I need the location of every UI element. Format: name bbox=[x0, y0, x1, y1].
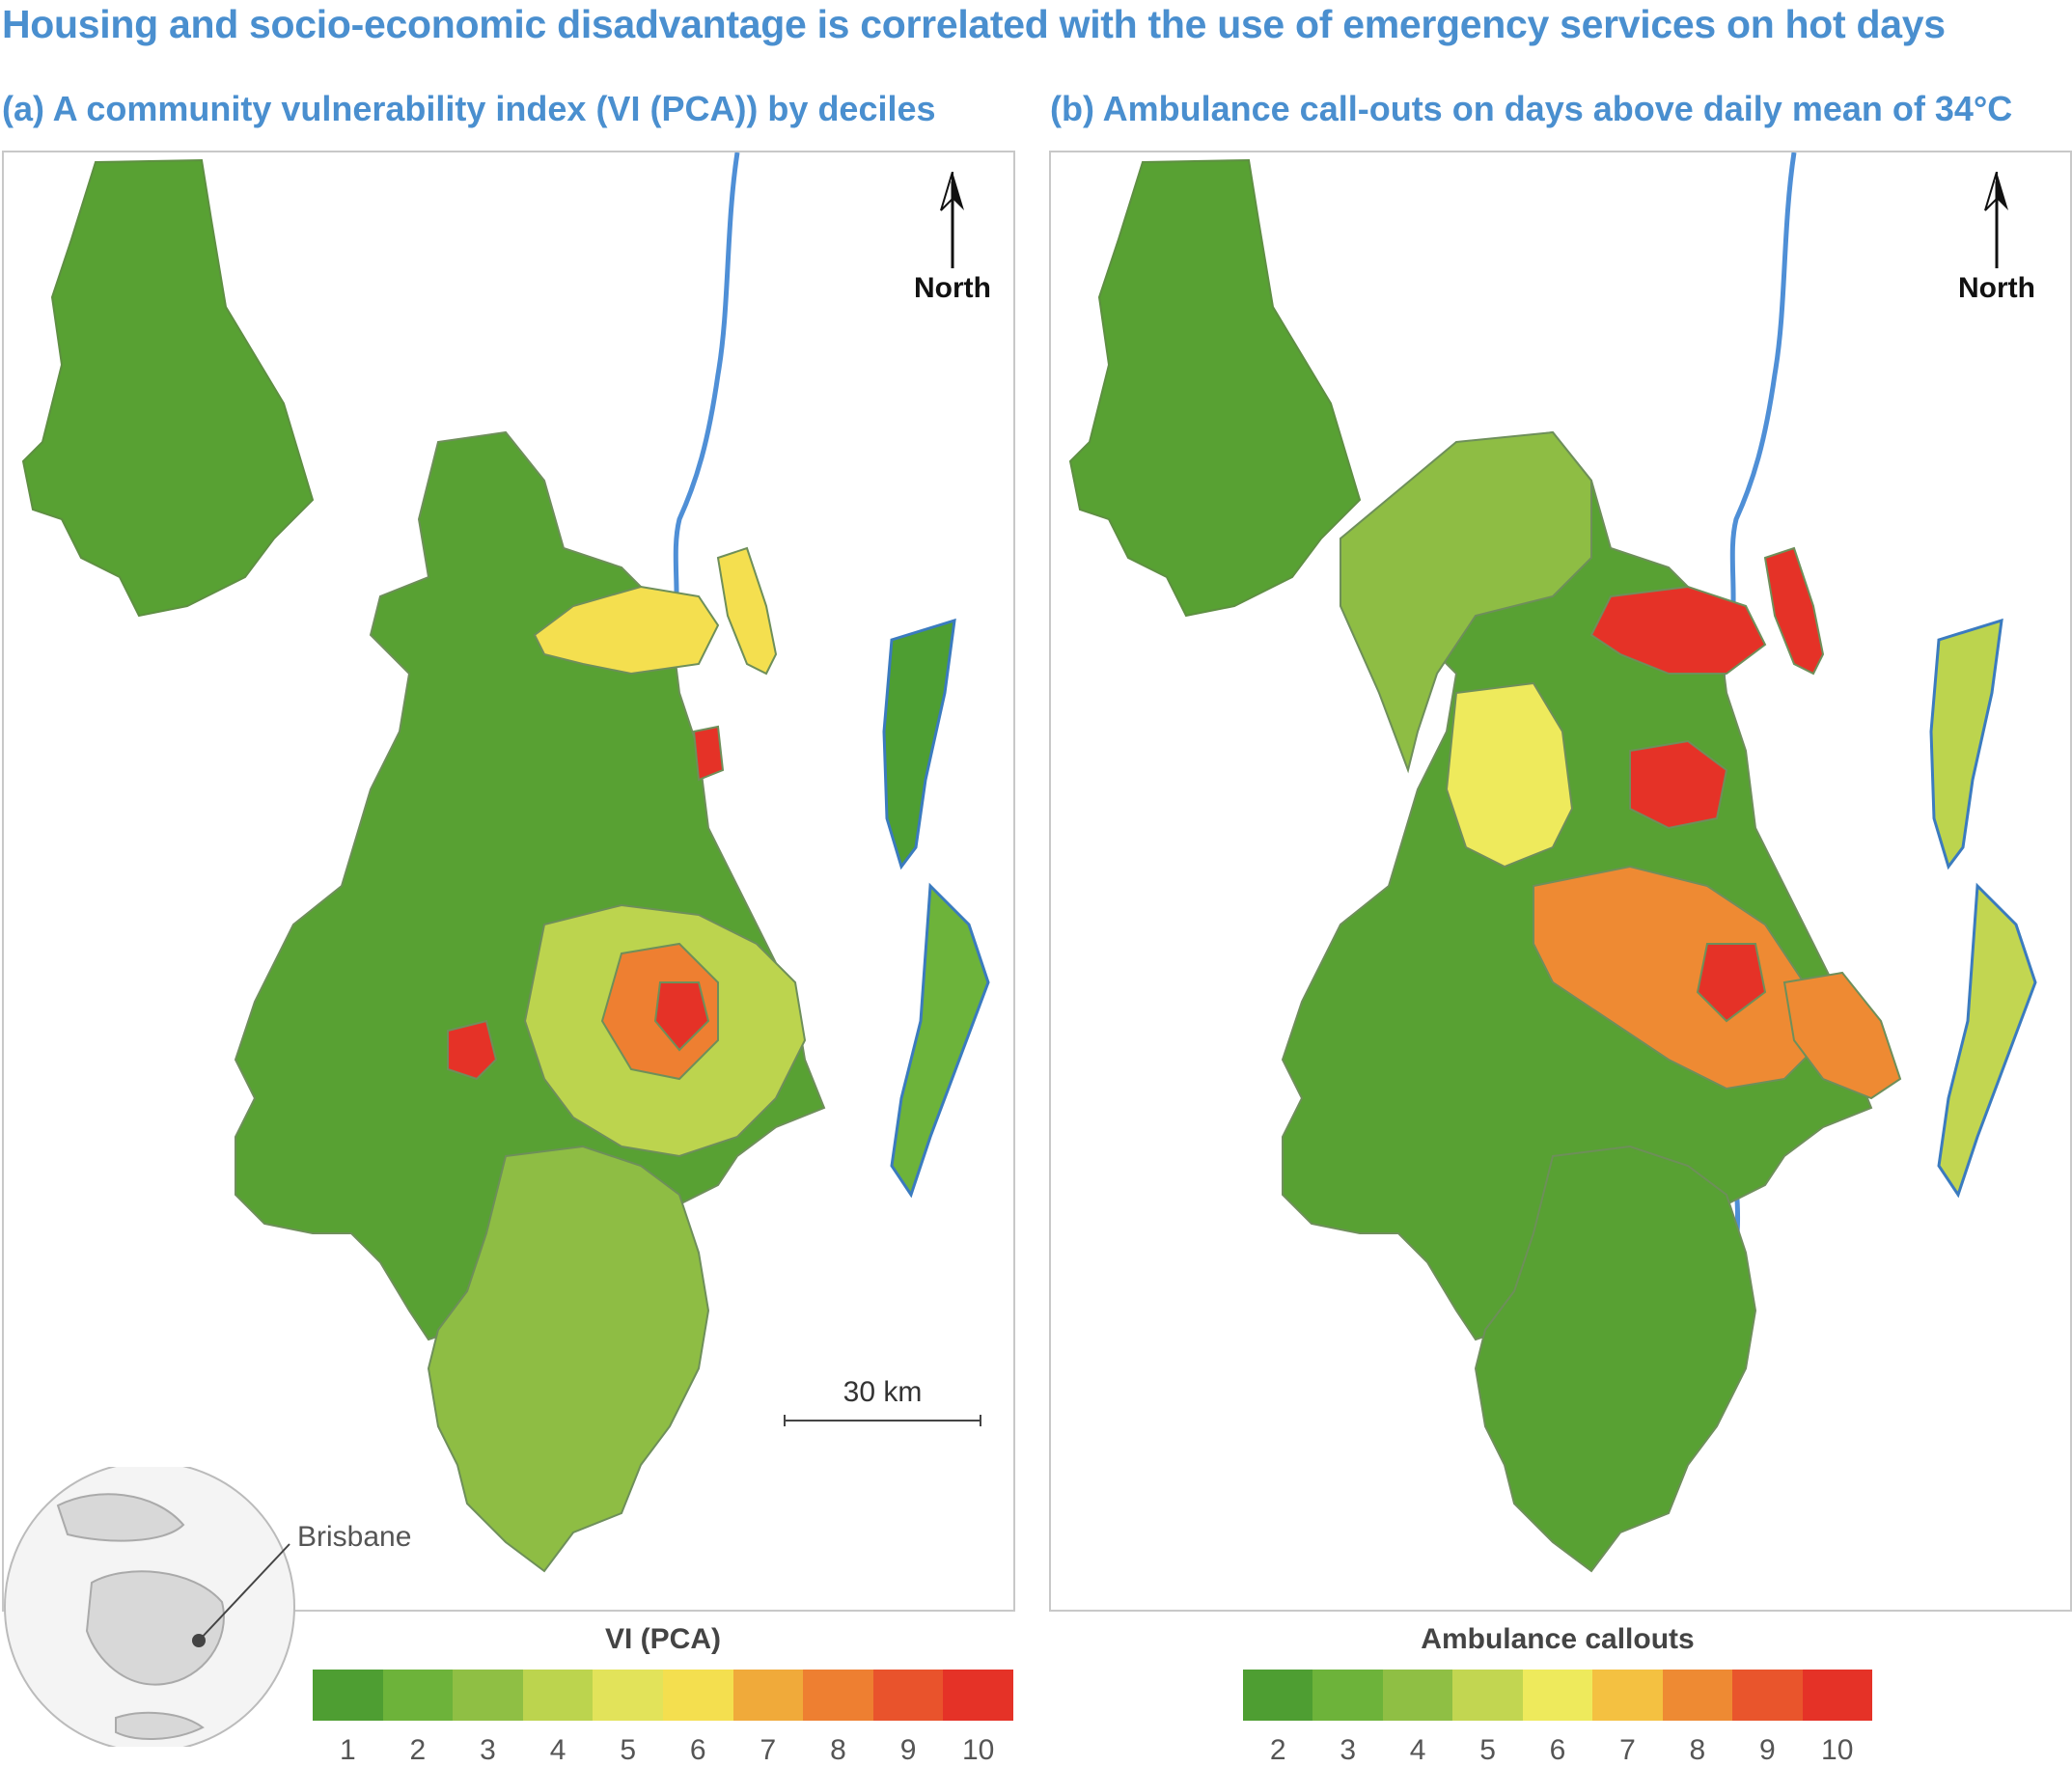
legend-vi-ticks: 1 2 3 4 5 6 7 8 9 10 bbox=[313, 1734, 1013, 1767]
legend-vi-tick-9: 9 bbox=[899, 1734, 917, 1766]
region-south bbox=[1474, 1145, 1757, 1573]
legend-vi-title: VI (PCA) bbox=[605, 1623, 721, 1655]
legend-ambulance-swatch-6 bbox=[1592, 1670, 1663, 1721]
scale-line bbox=[784, 1415, 981, 1426]
map-panel-a bbox=[2, 151, 1015, 1612]
legend-ambulance-tick-8: 9 bbox=[1758, 1734, 1776, 1766]
legend-vi-swatch-7 bbox=[732, 1670, 804, 1721]
legend-vi-swatch-8 bbox=[803, 1670, 873, 1721]
legend-vi-swatch-3 bbox=[453, 1670, 523, 1721]
region-mid-red bbox=[1629, 739, 1728, 830]
legend-ambulance-ticks: 2 3 4 5 6 7 8 9 10 bbox=[1243, 1734, 1872, 1767]
north-label-a: North bbox=[914, 272, 991, 304]
region-northwest bbox=[1068, 158, 1362, 618]
panel-a-subtitle: (a) A community vulnerability index (VI … bbox=[2, 89, 936, 128]
legend-ambulance-swatch-7 bbox=[1662, 1670, 1733, 1721]
region-north-light bbox=[1340, 430, 1592, 774]
north-arrow-icon bbox=[1984, 172, 2008, 268]
legend-ambulance-swatch-2 bbox=[1312, 1670, 1383, 1721]
legend-ambulance-swatch-5 bbox=[1522, 1670, 1593, 1721]
region-island-red bbox=[1763, 546, 1825, 676]
legend-vi-swatch-4 bbox=[522, 1670, 594, 1721]
north-arrow-a: North bbox=[895, 172, 1010, 305]
ambulance-map bbox=[1068, 152, 2037, 1573]
legend-vi-tick-2: 2 bbox=[409, 1734, 427, 1766]
legend-ambulance: Ambulance callouts 2 3 4 5 6 7 8 9 10 bbox=[1243, 1623, 1872, 1767]
region-west-red bbox=[447, 1019, 498, 1081]
north-arrow-icon bbox=[940, 172, 964, 268]
region-inner-red bbox=[653, 981, 710, 1052]
region-island-yellow bbox=[716, 546, 778, 676]
legend-ambulance-swatch-8 bbox=[1732, 1670, 1803, 1721]
legend-ambulance-tick-5: 6 bbox=[1549, 1734, 1566, 1766]
legend-ambulance-tick-4: 5 bbox=[1479, 1734, 1496, 1766]
island-south bbox=[1937, 882, 2037, 1199]
vulnerability-map bbox=[21, 152, 990, 1573]
legend-vi-swatch-9 bbox=[872, 1670, 944, 1721]
legend-vi-tick-4: 4 bbox=[549, 1734, 566, 1766]
region-west-yellow bbox=[1445, 681, 1574, 869]
legend-ambulance-tick-3: 4 bbox=[1409, 1734, 1426, 1766]
region-northwest bbox=[21, 158, 315, 618]
region-inner-red bbox=[1696, 943, 1767, 1023]
legend-vi-tick-8: 8 bbox=[830, 1734, 846, 1766]
region-southeast-orange bbox=[1782, 971, 1902, 1100]
globe-icon bbox=[4, 1461, 295, 1753]
legend-vi: VI (PCA) 1 2 3 4 5 6 7 8 9 10 bbox=[313, 1623, 1013, 1767]
region-central-orange bbox=[1533, 865, 1825, 1091]
legend-ambulance-tick-9: 10 bbox=[1821, 1734, 1854, 1766]
island-north bbox=[1929, 618, 2003, 870]
legend-ambulance-tick-2: 3 bbox=[1340, 1734, 1356, 1766]
legend-vi-swatch-1 bbox=[313, 1670, 383, 1721]
scale-label: 30 km bbox=[843, 1376, 923, 1408]
legend-vi-swatch-6 bbox=[662, 1670, 733, 1721]
legend-ambulance-tick-6: 7 bbox=[1619, 1734, 1636, 1766]
region-bay-red bbox=[692, 725, 725, 782]
legend-ambulance-swatch-4 bbox=[1452, 1670, 1523, 1721]
globe-locator bbox=[0, 1461, 309, 1753]
legend-vi-tick-10: 10 bbox=[961, 1734, 995, 1766]
region-north-red bbox=[1589, 585, 1767, 675]
legend-vi-swatch-5 bbox=[593, 1670, 663, 1721]
legend-vi-tick-6: 6 bbox=[689, 1734, 706, 1766]
legend-vi-tick-3: 3 bbox=[480, 1734, 496, 1766]
legend-ambulance-title: Ambulance callouts bbox=[1421, 1623, 1695, 1655]
legend-vi-swatches bbox=[313, 1670, 1013, 1721]
legend-vi-tick-7: 7 bbox=[760, 1734, 777, 1766]
legend-ambulance-swatch-9 bbox=[1802, 1670, 1872, 1721]
legend-ambulance-tick-1: 2 bbox=[1269, 1734, 1286, 1766]
legend-ambulance-swatches bbox=[1243, 1670, 1872, 1721]
map-panel-b bbox=[1049, 151, 2072, 1612]
brisbane-label: Brisbane bbox=[297, 1521, 412, 1553]
region-north-yellow bbox=[533, 585, 720, 676]
legend-ambulance-tick-7: 8 bbox=[1689, 1734, 1706, 1766]
legend-ambulance-swatch-3 bbox=[1382, 1670, 1453, 1721]
north-label-b: North bbox=[1958, 272, 2035, 304]
legend-vi-tick-5: 5 bbox=[620, 1734, 637, 1766]
legend-vi-swatch-2 bbox=[382, 1670, 454, 1721]
island-south bbox=[890, 882, 990, 1199]
north-arrow-b: North bbox=[1939, 172, 2055, 305]
island-north bbox=[882, 618, 956, 870]
region-south bbox=[427, 1145, 710, 1573]
panel-b-subtitle: (b) Ambulance call-outs on days above da… bbox=[1050, 89, 2013, 128]
legend-vi-tick-1: 1 bbox=[339, 1734, 356, 1766]
legend-ambulance-swatch-1 bbox=[1243, 1670, 1313, 1721]
figure-title: Housing and socio-economic disadvantage … bbox=[2, 2, 1946, 46]
scale-bar: 30 km bbox=[784, 1376, 981, 1426]
legend-vi-swatch-10 bbox=[943, 1670, 1013, 1721]
